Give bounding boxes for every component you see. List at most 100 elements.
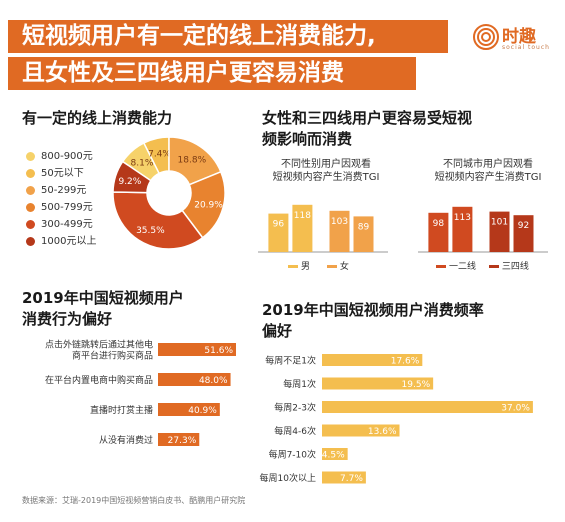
legend-swatch-female [326,265,337,268]
behavior-bar-label: 48.0% [199,376,228,386]
tgi-bar [513,215,534,252]
pie-chart: 8.1%7.4% 18.8% 20.9% 35.5% 9.2% [112,136,226,250]
tgi-section-title: 女性和三四线用户更容易受短视 频影响而消费 [262,108,562,150]
freq-bar-label: 37.0% [501,404,530,414]
freq-bar [322,424,400,437]
city-subtitle-line1: 不同城市用户因观看 [443,159,533,170]
pie-legend-label: 500-799元 [41,202,93,213]
brand-logo-icon [473,24,499,50]
freq-bar-label: 7.7% [340,474,363,484]
gender-legend: 男 女 [288,259,349,272]
pie-slice [112,160,152,194]
tgi-bar-label: 96 [273,220,285,230]
pie-legend-label: 800-900元 [41,151,93,162]
pie-slice-label: 8.1% [131,159,154,169]
behavior-bar [158,433,200,446]
freq-category-label: 每周7-10次 [269,449,316,461]
legend-swatch-male [288,265,298,268]
legend-tier12: 一二线 [449,262,477,272]
freq-bar [322,354,423,366]
behavior-category-label: 在平台内置电商中购买商品 [45,374,153,386]
pie-legend: 800-900元 50元以下 50-299元 500-799元 300-499元 1000… [26,148,96,250]
behavior-category-label: 商平台进行购买商品 [72,350,153,362]
tgi-bar [452,206,473,252]
behavior-section-title: 2019年中国短视频用户 消费行为偏好 [22,288,184,330]
page-title-line1: 短视频用户有一定的线上消费能力, [22,23,376,49]
behavior-bar [158,403,220,416]
city-subtitle-line2: 短视频内容产生消费TGI [434,172,542,183]
pie-legend-label: 50-299元 [41,185,87,196]
city-chart-subtitle: 不同城市用户因观看 短视频内容产生消费TGI [413,158,563,184]
gender-subtitle-line1: 不同性别用户因观看 [281,159,371,170]
pie-slice-label: 9.2% [118,177,141,187]
pie-legend-item: 1000元以上 [26,233,96,250]
behavior-category-label: 直播时打赏主播 [90,404,153,416]
pie-legend-item: 300-499元 [26,216,96,233]
pie-slice-label: 20.9% [194,200,223,210]
tgi-bar-label: 103 [331,217,348,227]
pie-section-title: 有一定的线上消费能力 [22,109,173,127]
freq-bar [322,448,348,460]
tgi-bar-label: 92 [518,221,529,231]
legend-male: 男 [301,262,311,272]
pie-legend-swatch [26,237,35,246]
city-tgi-chart: 98 113 101 92 [418,206,548,253]
pie-slice-label: 7.4% [148,150,171,160]
behavior-title-line1: 2019年中国短视频用户 [22,289,184,307]
pie-legend-label: 50元以下 [41,168,84,179]
title-bar-1: 短视频用户有一定的线上消费能力, [8,20,448,53]
pie-slice-label: 18.8% [178,155,207,165]
legend-female: 女 [339,262,349,272]
freq-title-line1: 2019年中国短视频用户消费频率 [262,301,484,319]
tgi-bar-label: 101 [491,218,508,228]
gender-subtitle-line2: 短视频内容产生消费TGI [272,172,380,183]
pie-legend-swatch [26,152,35,161]
tgi-bar-label: 98 [433,219,445,229]
frequency-chart: 每周不足1次 17.6% 每周1次 19.5% 每周2-3次 37.0% 每周4-6次 13.… [260,354,533,484]
legend-tier34: 三四线 [501,262,529,272]
brand-subtitle: social touch [502,44,550,51]
tgi-bar-label: 118 [294,211,311,221]
pie-legend-swatch [26,186,35,195]
brand-logo: 时趣 social touch [472,20,557,60]
behavior-bar-label: 27.3% [168,436,197,446]
freq-bar-label: 19.5% [402,380,431,390]
pie-legend-label: 300-499元 [41,219,93,230]
pie-slice [112,191,204,250]
city-legend: 一二线 三四线 [436,259,529,272]
tgi-bar [428,212,449,252]
data-source: 数据来源：艾瑞-2019中国短视频营销白皮书、酷鹏用户研究院 [22,496,246,505]
title-bar-2: 且女性及三四线用户更容易消费 [8,57,416,90]
behavior-bar-label: 51.6% [204,346,233,356]
pie-legend-item: 800-900元 [26,148,96,165]
brand-name: 时趣 [502,27,536,47]
tgi-bar [329,210,350,252]
header-banner: 短视频用户有一定的线上消费能力, 且女性及三四线用户更容易消费 时趣 socia… [0,0,565,95]
freq-category-label: 每周4-6次 [274,425,316,437]
freq-bar [322,377,434,390]
pie-slice-label: 35.5% [136,226,165,236]
page-title-line2: 且女性及三四线用户更容易消费 [22,60,344,86]
behavior-category-label: 点击外链跳转后通过其他电 [45,339,153,351]
tgi-bar [489,211,510,252]
pie-legend-swatch [26,220,35,229]
tgi-title-line2: 频影响而消费 [262,130,353,148]
freq-bar [322,401,533,413]
gender-chart-subtitle: 不同性别用户因观看 短视频内容产生消费TGI [256,158,396,184]
behavior-title-line2: 消费行为偏好 [22,310,113,328]
legend-swatch-tier34 [488,265,499,268]
freq-section-title: 2019年中国短视频用户消费频率 偏好 [262,300,562,342]
freq-bar [322,471,366,484]
behavior-bar [158,343,236,356]
freq-category-label: 每周10次以上 [260,472,316,484]
gender-tgi-chart: 96 118 103 89 [258,204,388,253]
pie-legend-swatch [26,203,35,212]
pie-legend-label: 1000元以上 [41,236,97,247]
pie-legend-item: 500-799元 [26,199,96,216]
freq-category-label: 每周不足1次 [265,355,316,367]
tgi-bar [292,204,313,252]
tgi-bar-label: 89 [358,222,370,232]
freq-bar-label: 13.6% [368,427,397,437]
freq-category-label: 每周2-3次 [274,402,316,414]
